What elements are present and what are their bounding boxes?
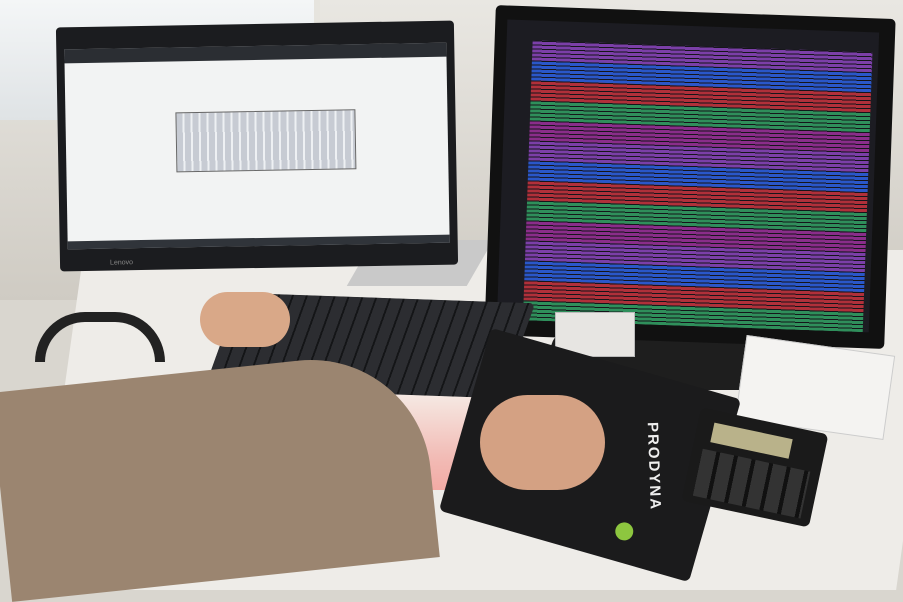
right-monitor [484, 5, 896, 349]
left-hand [200, 292, 290, 347]
mousepad-logo: PRODYNA [643, 421, 664, 512]
cad-building-plan [175, 109, 357, 173]
cad-toolbar [64, 42, 447, 64]
left-monitor: Lenovo [55, 20, 459, 272]
logo-mark-icon [613, 520, 636, 543]
monitor-brand-logo: Lenovo [109, 259, 134, 267]
spreadsheet-screen [496, 19, 880, 333]
person-arm [0, 348, 440, 602]
cad-status-bar [67, 234, 450, 250]
cad-drawing-screen [64, 42, 450, 250]
right-hand-on-mouse [480, 395, 605, 490]
